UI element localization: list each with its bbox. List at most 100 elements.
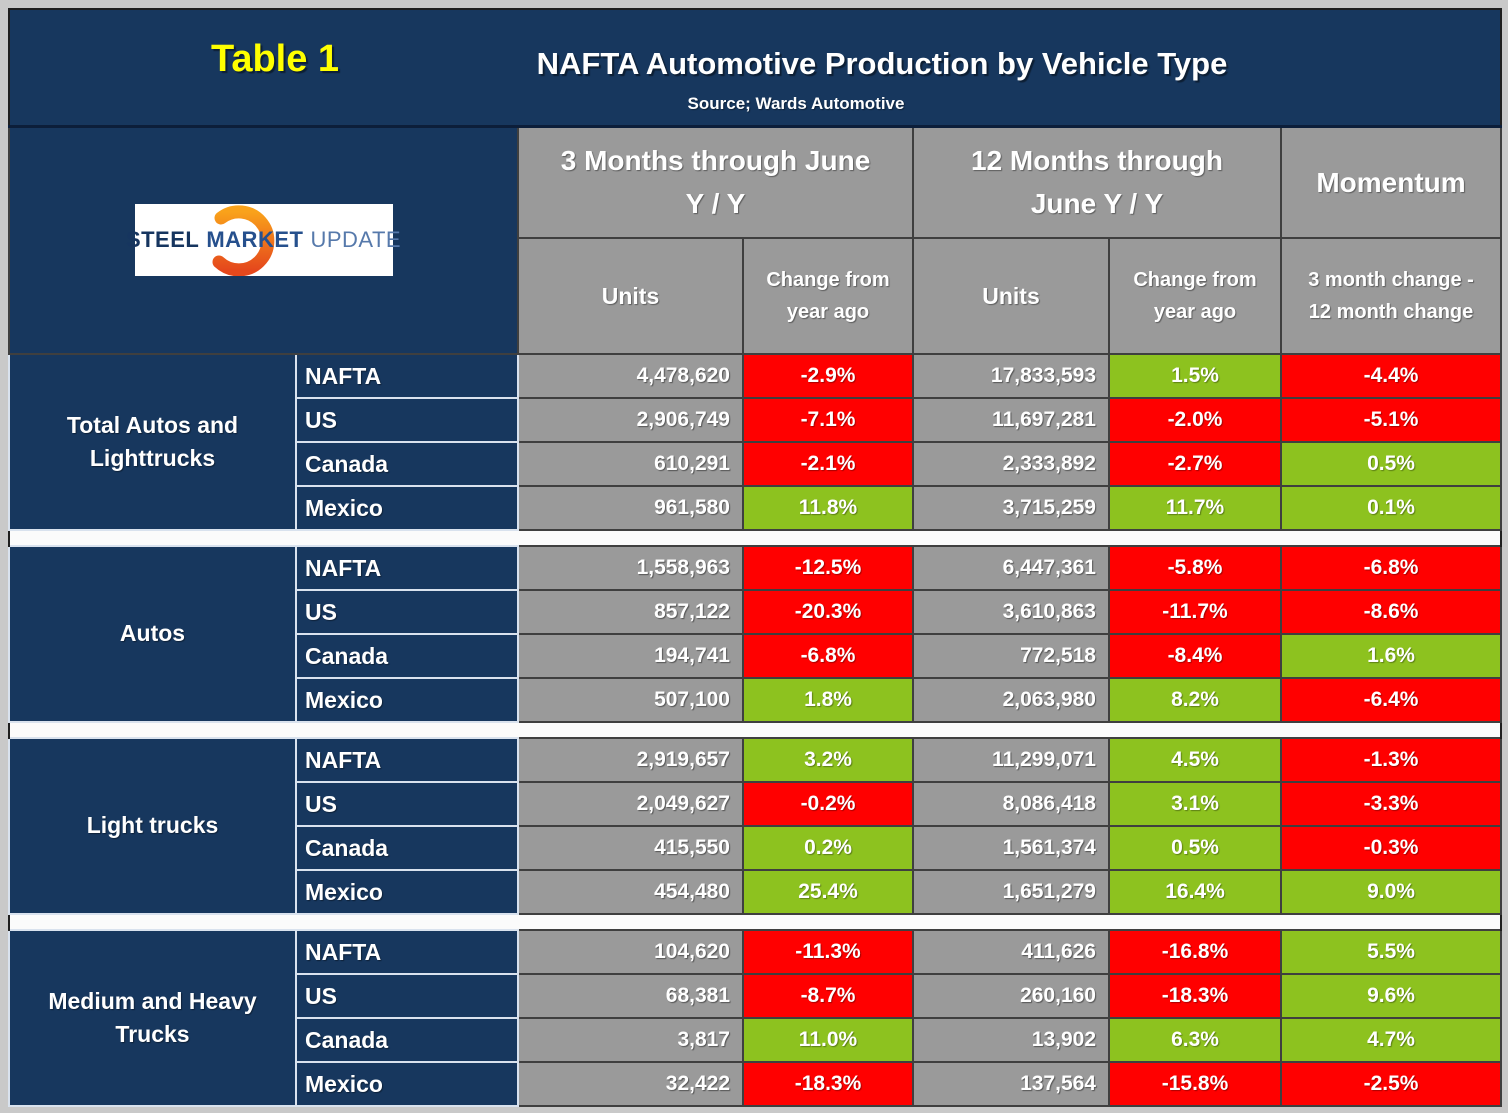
units-12mo-cell: 2,063,980 [912, 677, 1110, 723]
table-row: Mexico 454,480 25.4% 1,651,279 16.4% 9.0… [9, 869, 1503, 915]
header-group-row: STEEL MARKET UPDATE 3 Months through Jun… [8, 125, 1503, 355]
momentum-cell: 9.6% [1279, 973, 1503, 1019]
change-3mo-cell: -7.1% [742, 397, 914, 443]
units-3mo-cell: 454,480 [517, 869, 744, 915]
col-group-12mo: 12 Months through June Y / Y [912, 125, 1282, 239]
momentum-cell: 5.5% [1279, 929, 1503, 975]
table-row: Mexico 32,422 -18.3% 137,564 -15.8% -2.5… [9, 1061, 1503, 1107]
change-12mo-cell: -2.0% [1108, 397, 1282, 443]
units-12mo-cell: 13,902 [912, 1017, 1110, 1063]
change-12mo-cell: -18.3% [1108, 973, 1282, 1019]
change-12mo-cell: 4.5% [1108, 737, 1282, 783]
region-label: US [295, 781, 519, 827]
change-12mo-cell: 11.7% [1108, 485, 1282, 531]
units-12mo-cell: 3,715,259 [912, 485, 1110, 531]
momentum-cell: -3.3% [1279, 781, 1503, 827]
units-3mo-cell: 104,620 [517, 929, 744, 975]
logo-word-market: MARKET [206, 227, 304, 253]
units-12mo-cell: 11,299,071 [912, 737, 1110, 783]
region-label: US [295, 589, 519, 635]
change-12mo-cell: -15.8% [1108, 1061, 1282, 1107]
change-12mo-cell: 16.4% [1108, 869, 1282, 915]
region-label: NAFTA [295, 737, 519, 783]
units-3mo-cell: 4,478,620 [517, 353, 744, 399]
region-label: Mexico [295, 869, 519, 915]
table-row: Canada 3,817 11.0% 13,902 6.3% 4.7% [9, 1017, 1503, 1063]
change-3mo-cell: -12.5% [742, 545, 914, 591]
change-3mo-cell: -2.9% [742, 353, 914, 399]
momentum-cell: 9.0% [1279, 869, 1503, 915]
col-change-12mo: Change from year ago [1108, 237, 1282, 355]
change-3mo-cell: 1.8% [742, 677, 914, 723]
units-12mo-cell: 411,626 [912, 929, 1110, 975]
change-12mo-cell: 1.5% [1108, 353, 1282, 399]
change-12mo-cell: 8.2% [1108, 677, 1282, 723]
change-3mo-cell: -20.3% [742, 589, 914, 635]
region-label: US [295, 973, 519, 1019]
change-12mo-cell: 6.3% [1108, 1017, 1282, 1063]
section-separator [7, 722, 1503, 738]
logo-text: STEEL MARKET UPDATE [126, 204, 401, 276]
units-12mo-cell: 17,833,593 [912, 353, 1110, 399]
change-3mo-cell: -0.2% [742, 781, 914, 827]
logo-cell: STEEL MARKET UPDATE [8, 125, 519, 355]
units-3mo-cell: 3,817 [517, 1017, 744, 1063]
col-group-momentum: Momentum [1279, 125, 1503, 239]
region-label: Canada [295, 1017, 519, 1063]
change-12mo-cell: -2.7% [1108, 441, 1282, 487]
change-12mo-cell: -11.7% [1108, 589, 1282, 635]
units-3mo-cell: 32,422 [517, 1061, 744, 1107]
section-label-autos: Autos [8, 545, 297, 723]
units-3mo-cell: 857,122 [517, 589, 744, 635]
momentum-cell: -4.4% [1279, 353, 1503, 399]
page-title: NAFTA Automotive Production by Vehicle T… [536, 46, 1228, 81]
logo-swoosh-icon [212, 205, 274, 277]
momentum-cell: -6.4% [1279, 677, 1503, 723]
region-label: US [295, 397, 519, 443]
momentum-cell: 0.5% [1279, 441, 1503, 487]
production-table: Table 1 NAFTA Automotive Production by V… [7, 8, 1503, 1107]
units-12mo-cell: 260,160 [912, 973, 1110, 1019]
table-row: US 857,122 -20.3% 3,610,863 -11.7% -8.6% [9, 589, 1503, 635]
units-12mo-cell: 772,518 [912, 633, 1110, 679]
section-label-medium-heavy: Medium and Heavy Trucks [8, 929, 297, 1107]
table-row: Canada 610,291 -2.1% 2,333,892 -2.7% 0.5… [9, 441, 1503, 487]
units-12mo-cell: 2,333,892 [912, 441, 1110, 487]
banner-row: Table 1 NAFTA Automotive Production by V… [9, 9, 1502, 128]
table-row: US 2,906,749 -7.1% 11,697,281 -2.0% -5.1… [9, 397, 1503, 443]
region-label: NAFTA [295, 545, 519, 591]
change-12mo-cell: -5.8% [1108, 545, 1282, 591]
table-row: Light trucks NAFTA 2,919,657 3.2% 11,299… [8, 737, 1503, 915]
region-label: Canada [295, 633, 519, 679]
table-row: Canada 415,550 0.2% 1,561,374 0.5% -0.3% [9, 825, 1503, 871]
units-12mo-cell: 11,697,281 [912, 397, 1110, 443]
change-3mo-cell: -6.8% [742, 633, 914, 679]
momentum-cell: -2.5% [1279, 1061, 1503, 1107]
momentum-cell: -6.8% [1279, 545, 1503, 591]
change-3mo-cell: -18.3% [742, 1061, 914, 1107]
region-label: Canada [295, 441, 519, 487]
momentum-cell: 0.1% [1279, 485, 1503, 531]
col-units-3mo: Units [517, 237, 744, 355]
momentum-cell: -8.6% [1279, 589, 1503, 635]
units-12mo-cell: 1,561,374 [912, 825, 1110, 871]
region-label: Canada [295, 825, 519, 871]
section-separator [7, 914, 1503, 930]
change-3mo-cell: 11.8% [742, 485, 914, 531]
units-12mo-cell: 1,651,279 [912, 869, 1110, 915]
change-3mo-cell: 11.0% [742, 1017, 914, 1063]
units-12mo-cell: 6,447,361 [912, 545, 1110, 591]
logo-word-update: UPDATE [310, 227, 402, 253]
region-label: Mexico [295, 677, 519, 723]
change-3mo-cell: -2.1% [742, 441, 914, 487]
col-change-3mo: Change from year ago [742, 237, 914, 355]
region-label: Mexico [295, 1061, 519, 1107]
section-label-light-trucks: Light trucks [8, 737, 297, 915]
units-12mo-cell: 8,086,418 [912, 781, 1110, 827]
table-number-label: Table 1 [210, 38, 340, 80]
table-row: Canada 194,741 -6.8% 772,518 -8.4% 1.6% [9, 633, 1503, 679]
change-12mo-cell: -8.4% [1108, 633, 1282, 679]
table-row: Autos NAFTA 1,558,963 -12.5% 6,447,361 -… [8, 545, 1503, 723]
units-3mo-cell: 1,558,963 [517, 545, 744, 591]
section-label-total: Total Autos and Lighttrucks [8, 353, 297, 531]
